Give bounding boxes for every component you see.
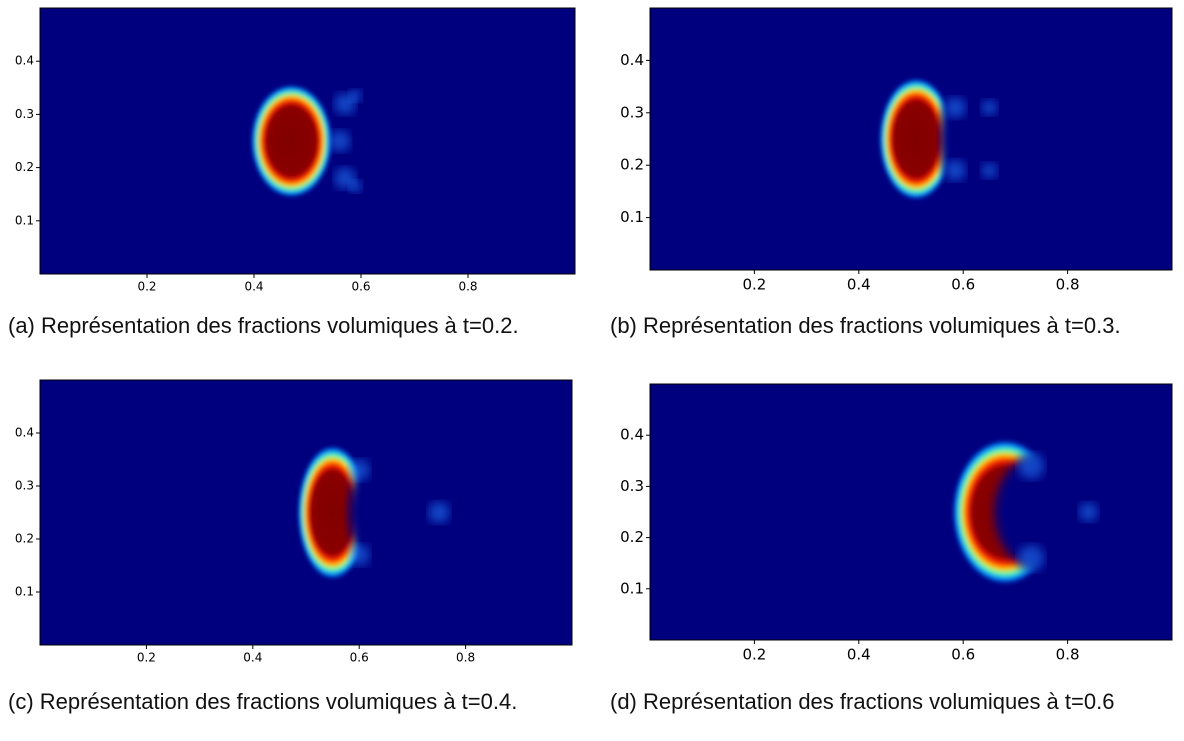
x-tick-label: 0.2 [137,651,156,665]
caption: (b) Représentation des fractions volumiq… [610,313,1121,338]
axes-frame [39,7,576,275]
x-tick-label: 0.6 [351,280,370,294]
vortex [348,459,370,481]
y-tick-label: 0.1 [15,213,34,227]
x-tick-label: 0.4 [243,651,262,665]
field [40,8,575,274]
field-plot: 0.2 0.4 0.6 0.8 0.1 0.2 0.3 0.4 [620,383,1173,664]
axes-frame [39,379,573,646]
y-tick-label: 0.1 [15,585,34,599]
field-plot: 0.2 0.4 0.6 0.8 0.1 0.2 0.3 0.4 [15,7,576,294]
vortex [944,160,966,181]
vortex [1079,502,1098,522]
x-tick-label: 0.2 [137,280,156,294]
caption: (d) Représentation des fractions volumiq… [610,689,1115,714]
x-tick-label: 0.8 [1056,276,1080,294]
caption: (a) Représentation des fractions volumiq… [8,313,519,338]
y-tick-label: 0.4 [620,51,644,69]
field-plot: 0.2 0.4 0.6 0.8 0.1 0.2 0.3 0.4 [620,7,1173,294]
axes-frame [649,383,1173,641]
x-tick-label: 0.8 [456,651,475,665]
vortex [1018,452,1045,479]
vortex [428,501,450,524]
x-tick-label: 0.8 [1056,646,1080,664]
y-tick-label: 0.1 [620,579,644,597]
x-tick-label: 0.2 [742,646,766,664]
y-tick-label: 0.3 [15,479,34,493]
bubble [298,446,368,579]
y-tick-label: 0.2 [620,528,644,546]
vortex [328,130,351,152]
y-tick-label: 0.4 [15,426,34,440]
y-tick-label: 0.2 [15,532,34,546]
y-tick-label: 0.3 [620,477,644,495]
x-tick-label: 0.2 [742,276,766,294]
y-tick-label: 0.3 [620,103,644,121]
x-tick-label: 0.4 [847,276,871,294]
x-tick-label: 0.6 [951,646,975,664]
y-tick-label: 0.2 [15,160,34,174]
x-tick-label: 0.4 [847,646,871,664]
vortex [349,179,363,193]
field [40,380,572,645]
y-tick-label: 0.4 [15,54,34,68]
vortex [981,99,998,116]
field [650,384,1172,640]
x-tick-label: 0.8 [458,280,477,294]
vortex [944,97,966,118]
field-plot: 0.2 0.4 0.6 0.8 0.1 0.2 0.3 0.4 [15,379,573,665]
vortex [981,162,998,179]
bubble [251,85,332,197]
y-tick-label: 0.3 [15,107,34,121]
caption: (c) Représentation des fractions volumiq… [8,689,518,714]
vortex [1018,545,1045,572]
x-tick-label: 0.4 [244,280,263,294]
x-tick-label: 0.6 [350,651,369,665]
bubble [879,78,953,200]
axes-frame [649,7,1173,271]
y-tick-label: 0.4 [620,426,644,444]
x-tick-label: 0.6 [951,276,975,294]
vortex [348,544,370,566]
y-tick-label: 0.2 [620,156,644,174]
vortex [349,89,363,103]
field [650,8,1172,270]
y-tick-label: 0.1 [620,208,644,226]
